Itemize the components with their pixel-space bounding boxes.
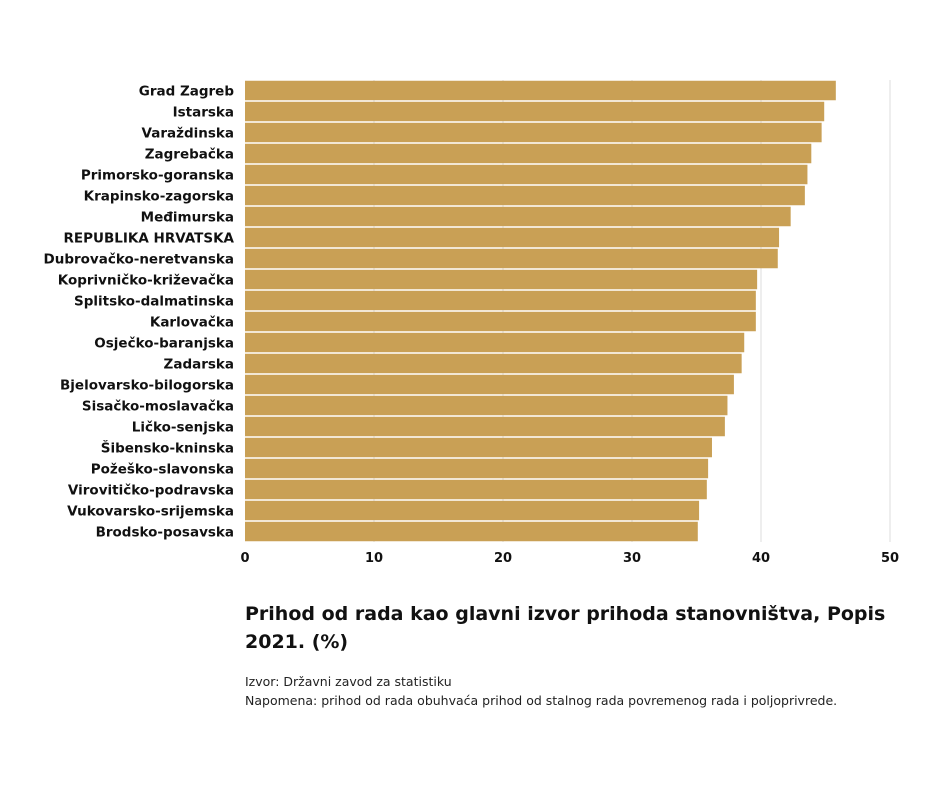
bar bbox=[245, 458, 709, 479]
category-label: Krapinsko-zagorska bbox=[84, 189, 234, 205]
category-label: Varaždinska bbox=[142, 126, 234, 142]
bar bbox=[245, 479, 707, 500]
bar bbox=[245, 353, 742, 374]
category-label: Vukovarsko-srijemska bbox=[67, 504, 234, 520]
bar bbox=[245, 227, 780, 248]
category-label: Grad Zagreb bbox=[139, 84, 235, 100]
x-tick-label: 50 bbox=[881, 551, 899, 566]
category-label: Sisačko-moslavačka bbox=[82, 399, 234, 415]
category-label: REPUBLIKA HRVATSKA bbox=[64, 231, 235, 247]
bar bbox=[245, 395, 728, 416]
bar bbox=[245, 521, 698, 542]
source-text: Izvor: Državni zavod za statistiku bbox=[245, 674, 452, 689]
bar bbox=[245, 206, 791, 227]
bar bbox=[245, 311, 756, 332]
category-labels: Grad Zagreb Istarska Varaždinska Zagrebačka… bbox=[44, 84, 235, 541]
category-label: Koprivničko-križevačka bbox=[58, 273, 234, 289]
category-label: Zagrebačka bbox=[145, 147, 234, 163]
category-label: Splitsko-dalmatinska bbox=[74, 294, 234, 310]
bar bbox=[245, 500, 700, 521]
category-label: Osječko-baranjska bbox=[94, 336, 234, 352]
category-label: Karlovačka bbox=[150, 315, 234, 331]
category-label: Šibensko-kninska bbox=[101, 439, 234, 457]
bar bbox=[245, 437, 712, 458]
bar bbox=[245, 374, 734, 395]
bar bbox=[245, 269, 758, 290]
bar bbox=[245, 80, 836, 101]
bar bbox=[245, 101, 825, 122]
chart-notes: Izvor: Državni zavod za statistiku Napom… bbox=[245, 672, 845, 710]
category-label: Međimurska bbox=[141, 210, 234, 226]
x-tick-label: 0 bbox=[240, 551, 249, 566]
category-label: Brodsko-posavska bbox=[96, 525, 234, 541]
bar bbox=[245, 332, 745, 353]
bar bbox=[245, 416, 725, 437]
bar bbox=[245, 164, 808, 185]
x-tick-label: 30 bbox=[623, 551, 641, 566]
category-label: Ličko-senjska bbox=[132, 420, 234, 436]
x-tick-label: 20 bbox=[494, 551, 512, 566]
x-axis-ticks: 0 10 20 30 40 50 bbox=[240, 551, 899, 566]
chart-title: Prihod od rada kao glavni izvor prihoda … bbox=[245, 603, 886, 653]
bar bbox=[245, 185, 805, 206]
bars bbox=[245, 80, 836, 542]
bar bbox=[245, 290, 756, 311]
bar bbox=[245, 143, 812, 164]
category-label: Primorsko-goranska bbox=[81, 168, 234, 184]
bar-chart: Grad Zagreb Istarska Varaždinska Zagrebačka… bbox=[44, 80, 899, 566]
category-label: Požeško-slavonska bbox=[91, 462, 234, 478]
bar bbox=[245, 248, 778, 269]
category-label: Zadarska bbox=[164, 357, 234, 373]
category-label: Virovitičko-podravska bbox=[68, 483, 234, 499]
x-tick-label: 40 bbox=[752, 551, 770, 566]
category-label: Dubrovačko-neretvanska bbox=[44, 252, 235, 268]
note-text: Napomena: prihod od rada obuhvaća prihod… bbox=[245, 693, 838, 708]
x-tick-label: 10 bbox=[365, 551, 383, 566]
category-label: Bjelovarsko-bilogorska bbox=[60, 378, 234, 394]
bar bbox=[245, 122, 822, 143]
category-label: Istarska bbox=[173, 105, 234, 121]
